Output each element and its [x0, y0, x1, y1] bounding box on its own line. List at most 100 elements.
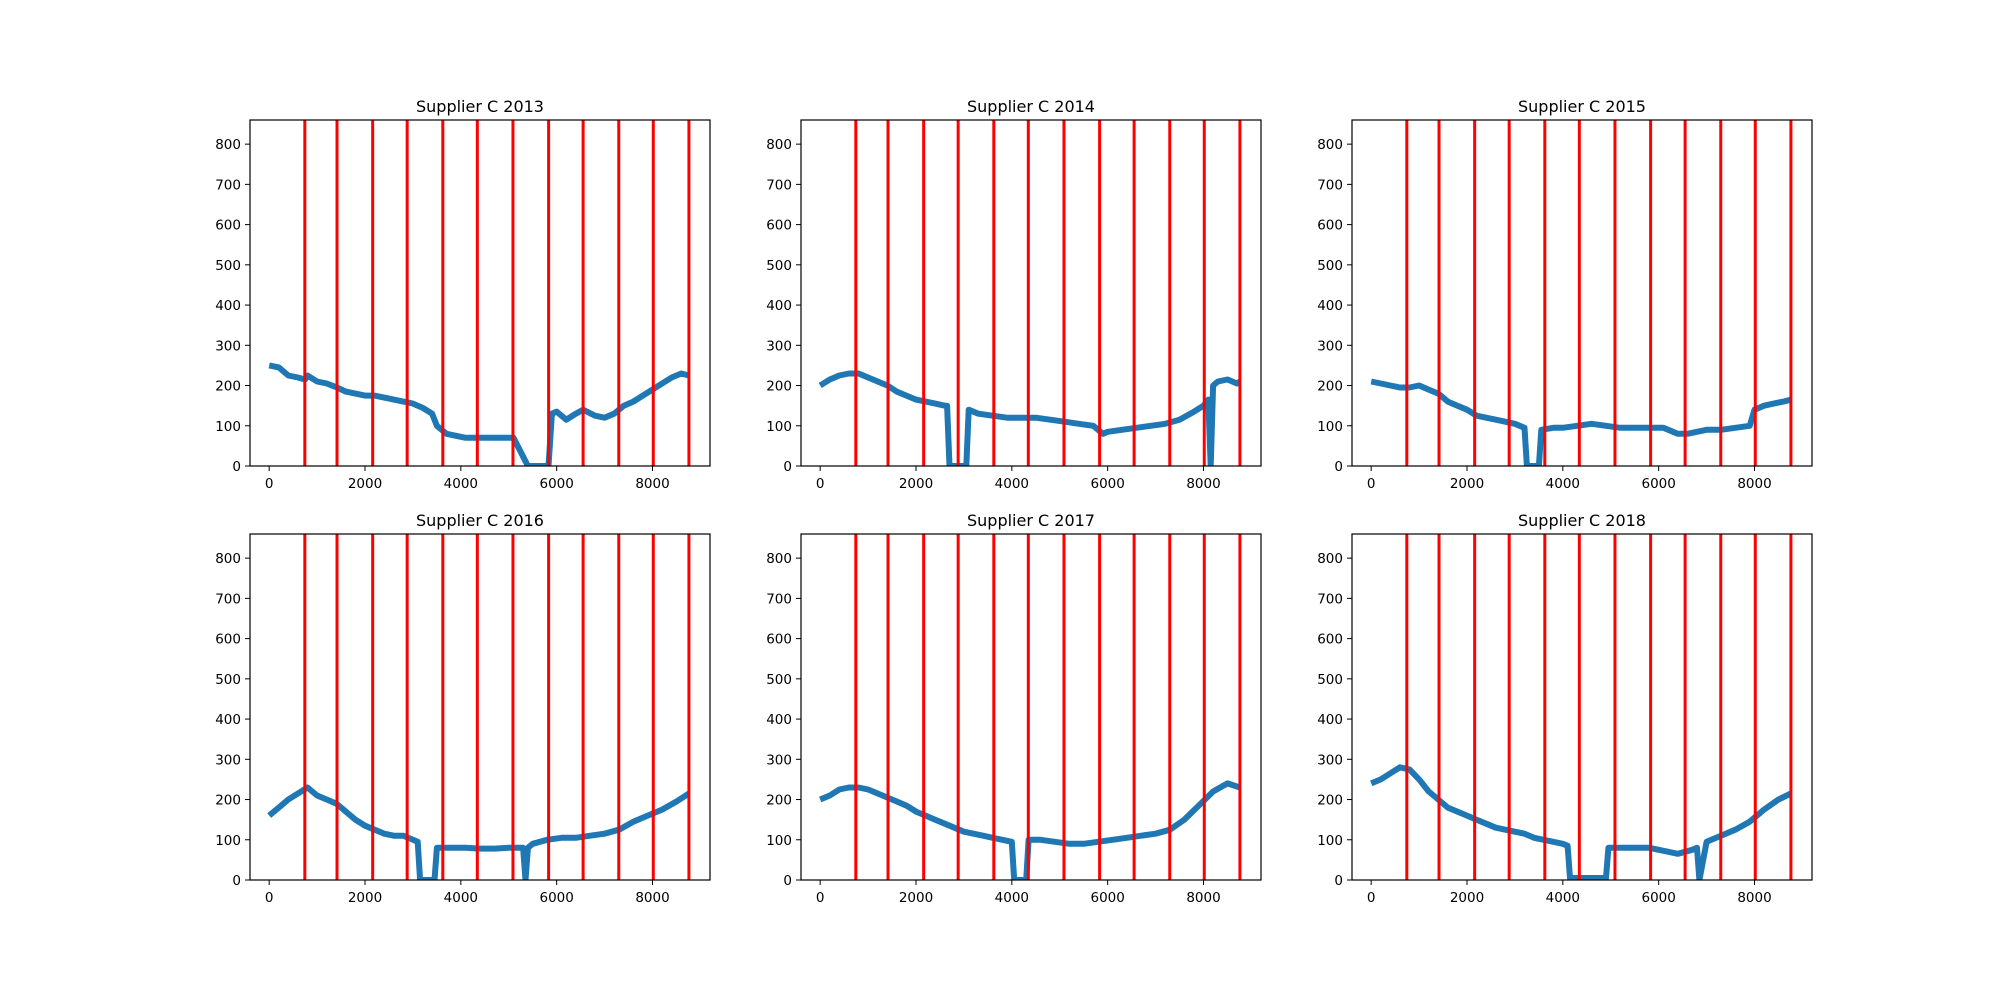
y-tick-label: 600 — [215, 632, 241, 648]
y-tick-label: 0 — [232, 459, 241, 475]
y-tick-label: 0 — [1334, 873, 1343, 889]
y-tick-label: 200 — [215, 793, 241, 809]
y-tick-label: 100 — [766, 833, 792, 849]
x-tick-label: 8000 — [1737, 890, 1771, 906]
subplot-title: Supplier C 2014 — [967, 97, 1095, 116]
y-tick-label: 400 — [1317, 712, 1343, 728]
x-tick-label: 6000 — [539, 476, 573, 492]
y-tick-label: 300 — [215, 338, 241, 354]
y-tick-label: 500 — [215, 672, 241, 688]
x-tick-label: 0 — [265, 890, 274, 906]
y-tick-label: 200 — [766, 793, 792, 809]
subplot-title: Supplier C 2016 — [416, 511, 544, 530]
axes-frame — [1351, 119, 1813, 467]
series-line — [819, 780, 1241, 880]
x-tick-label: 0 — [1367, 890, 1376, 906]
subplot: Supplier C 2016 0 2000 4000 6000 8000 0 100 200 3… — [215, 511, 711, 906]
y-tick-label: 200 — [1317, 379, 1343, 395]
y-tick-label: 600 — [215, 218, 241, 234]
subplot-title: Supplier C 2017 — [967, 511, 1095, 530]
x-tick-label: 4000 — [1546, 476, 1580, 492]
y-tick-label: 300 — [215, 752, 241, 768]
y-tick-label: 700 — [766, 591, 792, 607]
y-tick-label: 300 — [1317, 338, 1343, 354]
axes-frame — [249, 533, 711, 881]
y-tick-label: 0 — [783, 459, 792, 475]
subplot-title: Supplier C 2018 — [1518, 511, 1646, 530]
y-tick-label: 800 — [1317, 137, 1343, 153]
x-tick-label: 0 — [816, 890, 825, 906]
axes-frame — [1351, 533, 1813, 881]
y-tick-label: 800 — [215, 551, 241, 567]
x-tick-label: 4000 — [995, 476, 1029, 492]
y-tick-label: 700 — [215, 177, 241, 193]
y-tick-label: 600 — [766, 632, 792, 648]
x-tick-label: 2000 — [1450, 890, 1484, 906]
x-tick-label: 8000 — [635, 476, 669, 492]
y-tick-label: 300 — [766, 338, 792, 354]
y-tick-label: 400 — [215, 298, 241, 314]
subplot-title: Supplier C 2013 — [416, 97, 544, 116]
y-tick-label: 600 — [1317, 632, 1343, 648]
subplot-title: Supplier C 2015 — [1518, 97, 1646, 116]
x-tick-label: 2000 — [1450, 476, 1484, 492]
x-tick-label: 6000 — [1641, 890, 1675, 906]
y-tick-label: 400 — [1317, 298, 1343, 314]
y-tick-label: 0 — [783, 873, 792, 889]
series-line — [1370, 378, 1792, 466]
y-tick-label: 600 — [766, 218, 792, 234]
y-tick-label: 300 — [766, 752, 792, 768]
axes-frame — [800, 533, 1262, 881]
x-tick-label: 4000 — [444, 476, 478, 492]
y-tick-label: 200 — [766, 379, 792, 395]
subplot: Supplier C 2018 0 2000 4000 6000 8000 0 100 200 3… — [1317, 511, 1813, 906]
y-tick-label: 500 — [1317, 258, 1343, 274]
x-tick-label: 2000 — [899, 890, 933, 906]
x-tick-label: 2000 — [348, 476, 382, 492]
y-tick-label: 0 — [232, 873, 241, 889]
x-tick-label: 4000 — [995, 890, 1029, 906]
y-tick-label: 400 — [766, 298, 792, 314]
y-tick-label: 500 — [766, 258, 792, 274]
y-tick-label: 700 — [1317, 177, 1343, 193]
x-tick-label: 6000 — [1641, 476, 1675, 492]
y-tick-label: 100 — [215, 419, 241, 435]
x-tick-label: 4000 — [444, 890, 478, 906]
x-tick-label: 8000 — [1186, 890, 1220, 906]
x-tick-label: 0 — [1367, 476, 1376, 492]
y-tick-label: 800 — [1317, 551, 1343, 567]
x-tick-label: 6000 — [1090, 476, 1124, 492]
y-tick-label: 100 — [215, 833, 241, 849]
y-tick-label: 700 — [215, 591, 241, 607]
y-tick-label: 100 — [1317, 419, 1343, 435]
y-tick-label: 100 — [766, 419, 792, 435]
subplot: Supplier C 2014 0 2000 4000 6000 8000 0 100 200 3… — [766, 97, 1262, 492]
series-line — [818, 370, 1242, 466]
y-tick-label: 700 — [766, 177, 792, 193]
y-tick-label: 500 — [1317, 672, 1343, 688]
y-tick-label: 600 — [1317, 218, 1343, 234]
y-tick-label: 400 — [766, 712, 792, 728]
y-tick-label: 200 — [1317, 793, 1343, 809]
y-tick-label: 100 — [1317, 833, 1343, 849]
subplot: Supplier C 2013 0 2000 4000 6000 8000 0 100 200 3… — [215, 97, 711, 492]
y-tick-label: 800 — [766, 137, 792, 153]
x-tick-label: 4000 — [1546, 890, 1580, 906]
y-tick-label: 400 — [215, 712, 241, 728]
axes-frame — [800, 119, 1262, 467]
subplot: Supplier C 2015 0 2000 4000 6000 8000 0 100 200 3… — [1317, 97, 1813, 492]
x-tick-label: 0 — [816, 476, 825, 492]
y-tick-label: 500 — [215, 258, 241, 274]
y-tick-label: 0 — [1334, 459, 1343, 475]
series-line — [1370, 764, 1793, 880]
subplot: Supplier C 2017 0 2000 4000 6000 8000 0 100 200 3… — [766, 511, 1262, 906]
x-tick-label: 0 — [265, 476, 274, 492]
x-tick-label: 2000 — [348, 890, 382, 906]
x-tick-label: 2000 — [899, 476, 933, 492]
y-tick-label: 300 — [1317, 752, 1343, 768]
y-tick-label: 800 — [766, 551, 792, 567]
series-line — [268, 362, 690, 466]
x-tick-label: 8000 — [635, 890, 669, 906]
y-tick-label: 200 — [215, 379, 241, 395]
